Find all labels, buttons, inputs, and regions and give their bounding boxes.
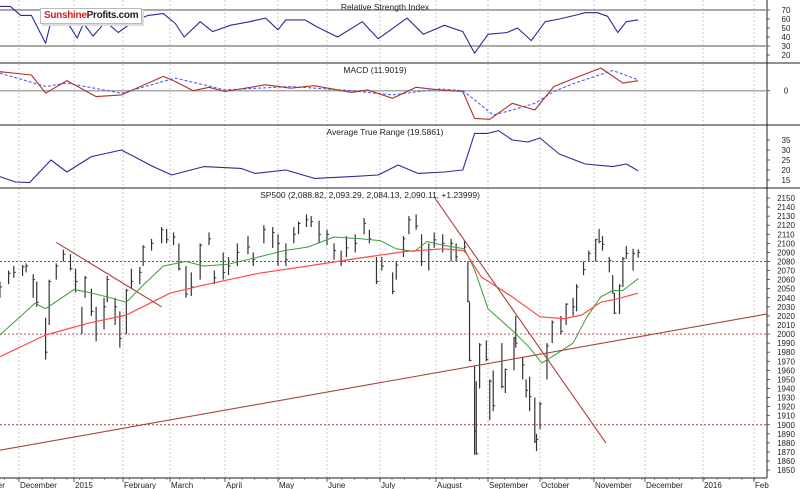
price-tick-label: 2130 — [777, 212, 795, 221]
axis-labels: NovemberDecember2015FebruaryMarchAprilMa… — [0, 6, 795, 489]
macd-line — [0, 67, 639, 120]
price-tick-label: 2100 — [777, 239, 795, 248]
price-tick-label: 2030 — [777, 303, 795, 312]
rsi-line — [0, 5, 639, 54]
x-tick-label: 2015 — [75, 481, 93, 489]
moving-average-short — [0, 236, 639, 364]
price-tick-label: 1860 — [777, 457, 795, 466]
price-tick-label: 2060 — [777, 276, 795, 285]
price-tick-label: 2080 — [777, 257, 795, 266]
price-tick-label: 2070 — [777, 267, 795, 276]
price-tick-label: 1900 — [777, 421, 795, 430]
price-tick-label: 2120 — [777, 221, 795, 230]
price-tick-label: 2010 — [777, 321, 795, 330]
price-tick-label: 1940 — [777, 384, 795, 393]
price-title: SP500 (2,088.82, 2,093.29, 2,084.13, 2,0… — [260, 190, 480, 200]
atr-tick-label: 35 — [782, 136, 791, 145]
x-tick-label: November — [595, 481, 632, 489]
atr-title: Average True Range (19.5861) — [326, 127, 443, 137]
price-tick-label: 1910 — [777, 412, 795, 421]
rsi-tick-label: 20 — [782, 51, 791, 60]
price-tick-label: 2150 — [777, 194, 795, 203]
x-tick-label: September — [489, 481, 528, 489]
atr-tick-label: 20 — [782, 166, 791, 175]
sunshine-profits-logo: SunshineProfits.com — [40, 8, 143, 24]
x-tick-label: July — [381, 481, 395, 489]
macd-tick-label: 0 — [784, 87, 789, 96]
x-tick-label: Feb — [755, 481, 769, 489]
rsi-tick-label: 40 — [782, 33, 791, 42]
x-tick-label: December — [646, 481, 683, 489]
macd-title: MACD (11.9019) — [343, 65, 406, 75]
logo-part-2: Profits.com — [86, 10, 139, 21]
x-tick-label: October — [541, 481, 570, 489]
rsi-tick-label: 50 — [782, 24, 791, 33]
atr-tick-label: 25 — [782, 156, 791, 165]
rsi-tick-label: 70 — [782, 6, 791, 15]
x-tick-label: August — [437, 481, 463, 489]
atr-tick-label: 30 — [782, 146, 791, 155]
price-tick-label: 1970 — [777, 357, 795, 366]
price-tick-label: 1890 — [777, 430, 795, 439]
x-tick-label: April — [226, 481, 242, 489]
x-tick-label: May — [279, 481, 294, 489]
price-tick-label: 2000 — [777, 330, 795, 339]
price-tick-label: 2020 — [777, 312, 795, 321]
atr-tick-label: 15 — [782, 176, 791, 185]
price-tick-label: 1990 — [777, 339, 795, 348]
price-tick-label: 1950 — [777, 375, 795, 384]
price-tick-label: 1850 — [777, 466, 795, 475]
price-tick-label: 1980 — [777, 348, 795, 357]
x-tick-label: November — [0, 481, 5, 489]
trendline — [55, 241, 162, 308]
x-tick-label: 2016 — [704, 481, 722, 489]
price-tick-label: 1960 — [777, 366, 795, 375]
x-tick-label: February — [124, 481, 156, 489]
atr-line — [0, 130, 639, 184]
trendline — [0, 313, 767, 451]
price-tick-label: 2050 — [777, 285, 795, 294]
logo-part-1: Sunshine — [44, 10, 87, 21]
rsi-tick-label: 60 — [782, 15, 791, 24]
macd-signal-line — [0, 69, 639, 116]
panel-frames — [0, 0, 800, 479]
price-tick-label: 1920 — [777, 403, 795, 412]
price-tick-label: 2110 — [777, 230, 795, 239]
x-tick-label: December — [20, 481, 57, 489]
trendline — [433, 196, 607, 444]
rsi-title: Relative Strength Index — [341, 2, 430, 12]
x-tick-label: June — [328, 481, 346, 489]
price-tick-label: 2090 — [777, 248, 795, 257]
moving-average-long — [0, 248, 639, 358]
price-tick-label: 1870 — [777, 448, 795, 457]
price-tick-label: 2140 — [777, 203, 795, 212]
x-tick-label: March — [171, 481, 193, 489]
price-tick-label: 1880 — [777, 439, 795, 448]
price-tick-label: 2040 — [777, 294, 795, 303]
price-tick-label: 1930 — [777, 394, 795, 403]
rsi-tick-label: 30 — [782, 42, 791, 51]
